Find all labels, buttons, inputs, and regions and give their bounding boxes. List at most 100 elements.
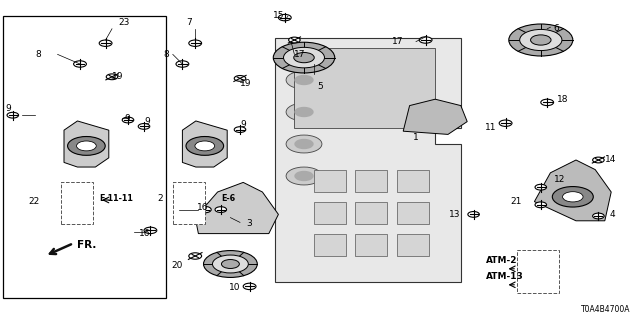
Circle shape: [286, 71, 322, 89]
Text: 10: 10: [228, 284, 240, 292]
Circle shape: [106, 74, 118, 80]
Polygon shape: [182, 121, 227, 167]
Circle shape: [195, 141, 214, 151]
Text: 9: 9: [240, 120, 246, 129]
Text: 9: 9: [6, 104, 12, 113]
Circle shape: [176, 61, 189, 67]
Circle shape: [286, 135, 322, 153]
Bar: [314, 170, 346, 192]
Circle shape: [535, 202, 547, 208]
Text: 21: 21: [510, 197, 522, 206]
Circle shape: [215, 207, 227, 212]
Text: 9: 9: [144, 117, 150, 126]
Bar: [3, 16, 166, 298]
Text: T0A4B4700A: T0A4B4700A: [581, 305, 630, 314]
Circle shape: [286, 167, 322, 185]
Circle shape: [563, 192, 583, 202]
Text: ATM-2: ATM-2: [486, 256, 518, 265]
Text: 5: 5: [317, 82, 323, 91]
Polygon shape: [195, 182, 278, 234]
Text: 19: 19: [240, 79, 252, 88]
Text: 8: 8: [36, 50, 42, 59]
Circle shape: [212, 255, 248, 273]
Polygon shape: [403, 99, 467, 134]
Circle shape: [509, 24, 573, 56]
Text: FR.: FR.: [77, 240, 96, 250]
Circle shape: [204, 251, 257, 277]
Bar: [314, 202, 346, 224]
Circle shape: [593, 157, 604, 163]
Text: 22: 22: [28, 197, 40, 206]
Text: 6: 6: [554, 24, 559, 33]
Text: 18: 18: [557, 95, 568, 104]
Circle shape: [99, 40, 112, 46]
Circle shape: [593, 213, 604, 219]
Text: E-11-11: E-11-11: [99, 194, 133, 203]
Text: 9: 9: [125, 114, 131, 123]
Text: 2: 2: [157, 194, 163, 203]
Circle shape: [552, 187, 593, 207]
Text: 20: 20: [171, 261, 182, 270]
Bar: [397, 170, 429, 192]
Circle shape: [234, 127, 246, 132]
Circle shape: [295, 108, 313, 116]
Text: 15: 15: [273, 12, 285, 20]
Text: 7: 7: [186, 18, 192, 27]
Circle shape: [122, 117, 134, 123]
Text: 11: 11: [484, 124, 496, 132]
Text: 4: 4: [610, 210, 616, 219]
Circle shape: [186, 137, 223, 155]
Bar: [397, 234, 429, 256]
Circle shape: [289, 37, 300, 43]
Circle shape: [468, 212, 479, 217]
Text: 1: 1: [413, 133, 419, 142]
Circle shape: [499, 120, 512, 126]
Bar: [294, 48, 435, 128]
Circle shape: [286, 103, 322, 121]
Circle shape: [198, 206, 211, 213]
Text: 17: 17: [392, 37, 403, 46]
Circle shape: [419, 37, 432, 43]
Bar: [397, 202, 429, 224]
Polygon shape: [275, 38, 461, 282]
Bar: [517, 250, 559, 293]
Text: ATM-13: ATM-13: [486, 272, 524, 281]
Circle shape: [77, 141, 96, 151]
Circle shape: [278, 14, 291, 21]
Circle shape: [520, 29, 562, 51]
Circle shape: [74, 61, 86, 67]
Circle shape: [294, 52, 314, 63]
Circle shape: [221, 260, 239, 268]
Circle shape: [284, 47, 324, 68]
Text: 8: 8: [164, 50, 170, 59]
Text: 3: 3: [246, 220, 252, 228]
Text: E-6: E-6: [221, 194, 235, 203]
Text: 14: 14: [605, 156, 616, 164]
Text: 16: 16: [139, 229, 150, 238]
Circle shape: [531, 35, 551, 45]
Text: 19: 19: [112, 72, 124, 81]
Text: 23: 23: [118, 18, 130, 27]
Bar: [355, 202, 387, 224]
Bar: [314, 234, 346, 256]
Circle shape: [295, 76, 313, 84]
Circle shape: [7, 112, 19, 118]
Bar: [355, 170, 387, 192]
Circle shape: [189, 40, 202, 46]
Polygon shape: [64, 121, 109, 167]
Circle shape: [144, 227, 157, 234]
Circle shape: [535, 184, 547, 190]
Circle shape: [273, 42, 335, 73]
Polygon shape: [534, 160, 611, 221]
Text: 13: 13: [449, 210, 461, 219]
Bar: [61, 182, 93, 224]
Text: 16: 16: [196, 204, 208, 212]
Circle shape: [295, 172, 313, 180]
Text: 12: 12: [554, 175, 565, 184]
Bar: [173, 182, 205, 224]
Bar: [355, 234, 387, 256]
Text: 17: 17: [294, 50, 306, 59]
Circle shape: [541, 99, 554, 106]
Circle shape: [68, 137, 105, 155]
Circle shape: [189, 253, 202, 259]
